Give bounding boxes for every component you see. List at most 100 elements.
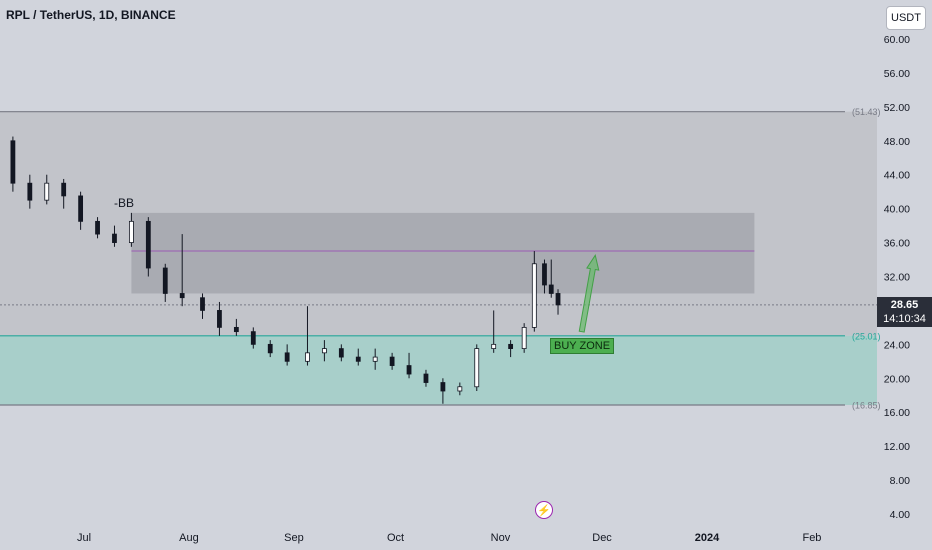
candle-body [217, 310, 222, 328]
y-tick-label: 40.00 [884, 204, 910, 216]
y-tick-label: 12.00 [884, 441, 910, 453]
candle [129, 212, 134, 247]
candle-body [44, 182, 50, 201]
candle-body [548, 284, 554, 294]
candle-body [250, 331, 256, 345]
candle [200, 293, 205, 319]
currency-button[interactable]: USDT [886, 6, 926, 30]
level-label-2: (16.85) [852, 401, 881, 411]
x-tick-label: Jul [77, 532, 91, 544]
level-label-1: (25.01) [852, 331, 881, 341]
y-tick-label: 16.00 [884, 407, 910, 419]
candle-body [10, 140, 16, 184]
bar-countdown: 14:10:34 [883, 313, 926, 325]
flash-icon[interactable]: ⚡ [535, 501, 553, 519]
candle-body [491, 343, 497, 349]
candle [162, 263, 168, 302]
x-tick-label: Aug [179, 532, 199, 544]
candle-body [267, 343, 273, 354]
candle-body [457, 386, 463, 392]
candle-body [162, 267, 168, 294]
chart-title: RPL / TetherUS, 1D, BINANCE [6, 8, 176, 22]
candle-body [440, 382, 446, 392]
candle [10, 136, 16, 192]
candle [233, 318, 239, 336]
candle-body [61, 182, 67, 197]
candle [27, 174, 33, 209]
candle [284, 344, 290, 366]
candle-body [321, 348, 327, 354]
candle [95, 217, 100, 239]
candle [267, 340, 273, 358]
price-axis[interactable]: 60.00 56.00 52.00 48.00 44.00 40.00 36.00 32.00… [884, 34, 910, 521]
candle [521, 323, 527, 353]
candle-body [305, 352, 310, 362]
candle [145, 217, 151, 277]
candle-body [129, 220, 134, 243]
resistance-box [131, 212, 755, 294]
bb-label: -BB [114, 196, 135, 210]
candle-body [284, 352, 290, 362]
candle [440, 378, 446, 404]
candle [508, 340, 514, 358]
candle [78, 191, 84, 230]
candle-body [27, 182, 33, 201]
y-tick-label: 56.00 [884, 68, 910, 80]
y-tick-label: 8.00 [890, 475, 911, 487]
y-tick-label: 32.00 [884, 272, 910, 284]
candle-body [78, 195, 84, 222]
candle [548, 259, 554, 298]
x-tick-label: Nov [491, 532, 511, 544]
y-tick-label: 24.00 [884, 339, 910, 351]
candle [555, 289, 561, 315]
y-tick-label: 20.00 [884, 373, 910, 385]
x-tick-label: 2024 [695, 532, 720, 544]
candle-body [112, 233, 117, 243]
last-price-badge: 28.65 14:10:34 [877, 297, 932, 327]
candle [531, 251, 537, 332]
candle-body [521, 326, 527, 349]
candle-body [508, 343, 514, 349]
candle [305, 306, 310, 366]
candle-body [531, 263, 537, 328]
candle-body [423, 373, 429, 383]
candle [217, 301, 222, 336]
candle-body [555, 293, 561, 306]
last-price: 28.65 [890, 299, 919, 311]
candle [457, 382, 463, 396]
candle-body [542, 263, 547, 286]
candle [389, 352, 395, 370]
y-tick-label: 48.00 [884, 136, 910, 148]
candle [406, 352, 412, 379]
candle [423, 369, 429, 387]
candle [44, 174, 50, 205]
candle [372, 348, 378, 370]
candle [491, 310, 497, 353]
candle [474, 344, 480, 392]
candle-body [200, 297, 205, 311]
candle-body [95, 220, 100, 235]
y-tick-label: 4.00 [890, 509, 911, 521]
candle [542, 259, 547, 294]
candle [338, 344, 344, 362]
buy-zone-label: BUY ZONE [550, 338, 615, 354]
candle-body [179, 293, 185, 299]
candle-body [338, 348, 344, 358]
time-axis[interactable]: Jul Aug Sep Oct Nov Dec 2024 Feb [77, 532, 821, 544]
x-tick-label: Sep [284, 532, 304, 544]
lower-zone [0, 335, 877, 406]
up-arrow [578, 254, 600, 333]
level-label-0: (51.43) [852, 107, 881, 117]
y-tick-label: 60.00 [884, 34, 910, 46]
y-tick-label: 44.00 [884, 170, 910, 182]
y-tick-label: 36.00 [884, 238, 910, 250]
candle [321, 340, 327, 362]
candle [250, 327, 256, 349]
candle-body [474, 348, 480, 388]
x-tick-label: Dec [592, 532, 612, 544]
candle-body [355, 356, 361, 362]
candle [179, 234, 185, 307]
candle-body [389, 356, 395, 366]
